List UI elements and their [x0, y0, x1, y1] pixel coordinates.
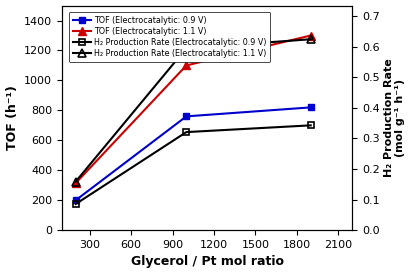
- H₂ Production Rate (Electrocatalytic: 1.1 V): (1e+03, 1.22e+03): 1.1 V): (1e+03, 1.22e+03): [184, 47, 189, 50]
- TOF (Electrocatalytic: 0.9 V): (1e+03, 760): 0.9 V): (1e+03, 760): [184, 115, 189, 118]
- Y-axis label: H₂ Production Rate
(mol g⁻¹ h⁻¹): H₂ Production Rate (mol g⁻¹ h⁻¹): [384, 58, 405, 177]
- H₂ Production Rate (Electrocatalytic: 0.9 V): (200, 175): 0.9 V): (200, 175): [73, 202, 78, 206]
- Line: TOF (Electrocatalytic: 1.1 V): TOF (Electrocatalytic: 1.1 V): [72, 31, 315, 187]
- TOF (Electrocatalytic: 0.9 V): (200, 200): 0.9 V): (200, 200): [73, 199, 78, 202]
- H₂ Production Rate (Electrocatalytic: 1.1 V): (200, 325): 1.1 V): (200, 325): [73, 180, 78, 183]
- H₂ Production Rate (Electrocatalytic: 1.1 V): (1.9e+03, 1.28e+03): 1.1 V): (1.9e+03, 1.28e+03): [308, 38, 313, 41]
- TOF (Electrocatalytic: 1.1 V): (1e+03, 1.1e+03): 1.1 V): (1e+03, 1.1e+03): [184, 64, 189, 67]
- Line: TOF (Electrocatalytic: 0.9 V): TOF (Electrocatalytic: 0.9 V): [72, 104, 314, 204]
- TOF (Electrocatalytic: 0.9 V): (1.9e+03, 820): 0.9 V): (1.9e+03, 820): [308, 106, 313, 109]
- X-axis label: Glycerol / Pt mol ratio: Glycerol / Pt mol ratio: [131, 255, 284, 269]
- H₂ Production Rate (Electrocatalytic: 0.9 V): (1e+03, 655): 0.9 V): (1e+03, 655): [184, 130, 189, 134]
- H₂ Production Rate (Electrocatalytic: 0.9 V): (1.9e+03, 700): 0.9 V): (1.9e+03, 700): [308, 124, 313, 127]
- Y-axis label: TOF (h⁻¹): TOF (h⁻¹): [6, 85, 18, 150]
- Line: H₂ Production Rate (Electrocatalytic: 1.1 V): H₂ Production Rate (Electrocatalytic: 1.…: [72, 35, 315, 186]
- TOF (Electrocatalytic: 1.1 V): (1.9e+03, 1.3e+03): 1.1 V): (1.9e+03, 1.3e+03): [308, 34, 313, 37]
- Legend: TOF (Electrocatalytic: 0.9 V), TOF (Electrocatalytic: 1.1 V), H₂ Production Rate: TOF (Electrocatalytic: 0.9 V), TOF (Elec…: [69, 12, 270, 62]
- Line: H₂ Production Rate (Electrocatalytic: 0.9 V): H₂ Production Rate (Electrocatalytic: 0.…: [72, 122, 314, 207]
- TOF (Electrocatalytic: 1.1 V): (200, 315): 1.1 V): (200, 315): [73, 181, 78, 185]
